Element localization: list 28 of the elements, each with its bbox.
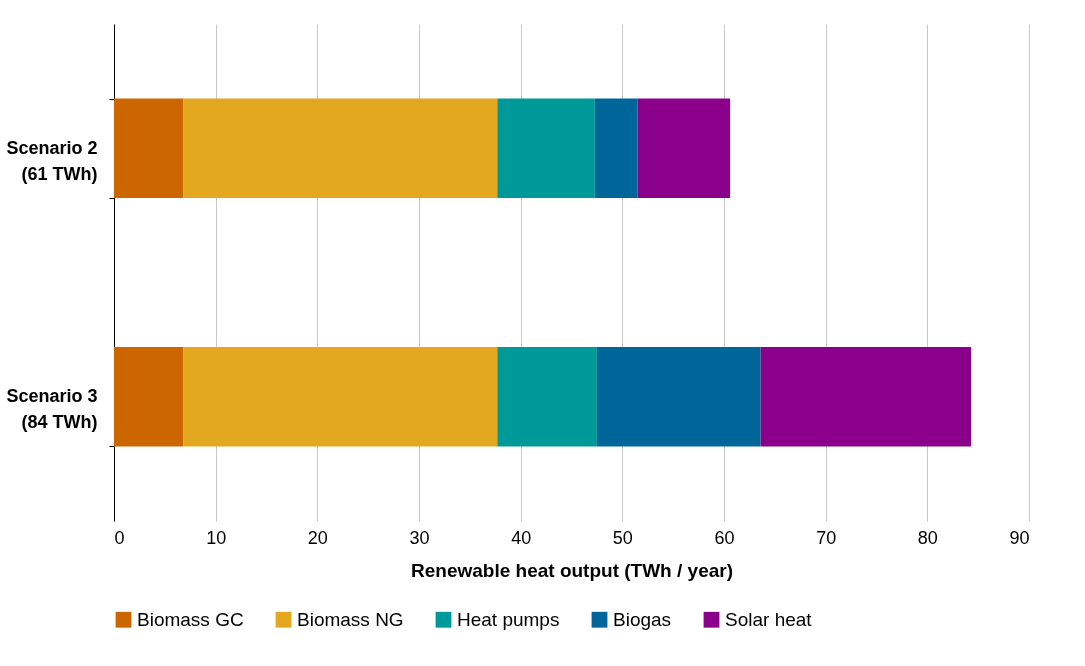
bar [594, 98, 638, 198]
legend-label: Biomass NG [297, 608, 404, 630]
x-axis-title: Renewable heat output (TWh / year) [411, 559, 733, 581]
legend-label: Solar heat [725, 608, 813, 630]
x-tick-label: 90 [1009, 527, 1030, 548]
bar [183, 98, 498, 198]
x-tick-label: 0 [114, 527, 125, 548]
legend-label: Heat pumps [457, 608, 560, 630]
x-tick-label: 40 [511, 527, 532, 548]
x-tick-label: 20 [307, 527, 328, 548]
x-tick-label: 80 [917, 527, 938, 548]
legend-label: Biogas [613, 608, 672, 630]
x-tick-label: 30 [409, 527, 430, 548]
x-tick-label: 70 [816, 527, 837, 548]
x-tick-label: 50 [612, 527, 633, 548]
bar [596, 347, 761, 447]
y-tick-label: Scenario 2 (61 TWh) [6, 137, 98, 184]
y-tick-label: Scenario 3 (84 TWh) [6, 386, 98, 433]
legend-label: Biomass GC [137, 608, 244, 630]
bar [497, 347, 597, 447]
bar [114, 98, 184, 198]
bar [183, 347, 498, 447]
x-tick-label: 60 [714, 527, 735, 548]
bar [497, 98, 595, 198]
bar [760, 347, 972, 447]
x-tick-label: 10 [206, 527, 227, 548]
bar [637, 98, 731, 198]
bar [114, 347, 184, 447]
